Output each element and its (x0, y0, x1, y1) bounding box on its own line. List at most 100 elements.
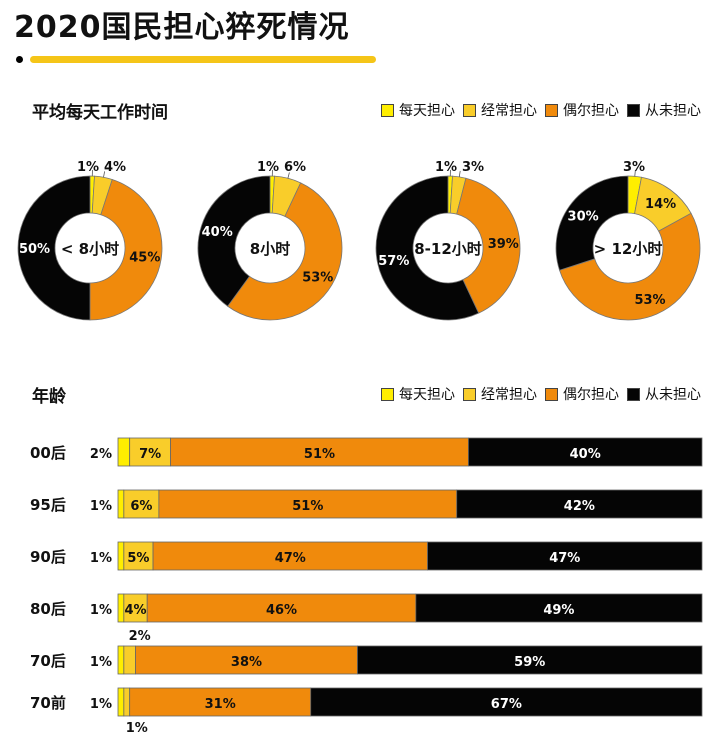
category-label: 90后 (30, 548, 66, 566)
donut-value-label: 53% (302, 270, 333, 285)
donut-value-label: 4% (104, 160, 126, 175)
title-underline (16, 56, 376, 63)
bar-segment-often (129, 437, 171, 467)
leader-line (287, 172, 290, 179)
bar-segment-occasional (135, 645, 358, 675)
donut-charts: 1% 4% 45% 50% < 8小时 1% 6% 53% 40% 8小时 1% 3% 39% 57% 8-… (17, 160, 701, 321)
legend-item-never: 从未担心 (627, 100, 701, 120)
legend-item-never: 从未担心 (627, 384, 701, 404)
bar-value-label: 47% (549, 551, 580, 566)
donut-slice-occasional (559, 212, 701, 321)
bar-segment-daily (117, 687, 125, 717)
bar-value-label: 46% (266, 603, 297, 618)
bar-value-label: 1% (90, 655, 112, 670)
bar-value-label: 40% (570, 447, 601, 462)
legend-item-occasional: 偶尔担心 (545, 100, 619, 120)
age-legend: 每天担心 经常担心 偶尔担心 从未担心 (381, 384, 701, 404)
work-section-heading: 平均每天工作时间 (32, 103, 168, 123)
bar-segment-never (415, 593, 703, 623)
donut-center-label: < 8小时 (61, 240, 119, 258)
category-label: 70前 (30, 694, 66, 712)
bar-value-label: 4% (124, 603, 146, 618)
bar-value-label: 5% (127, 551, 149, 566)
category-label: 80后 (30, 600, 66, 618)
donut-value-label: 1% (435, 160, 457, 175)
bar-value-label: 51% (304, 447, 335, 462)
donut-value-label: 57% (378, 254, 409, 269)
donut-chart: 1% 3% 39% 57% 8-12小时 (375, 160, 521, 321)
bar-value-label: 49% (543, 603, 574, 618)
bar-value-label: 42% (564, 499, 595, 514)
bar-value-label: 7% (139, 447, 161, 462)
legend-item-often: 经常担心 (463, 100, 537, 120)
bar-segment-daily (117, 645, 125, 675)
legend-swatch-often (463, 387, 476, 401)
donut-value-label: 39% (488, 237, 519, 252)
bar-segment-often (123, 489, 160, 519)
bar-segment-never (427, 541, 703, 571)
bar-value-label: 31% (205, 697, 236, 712)
donut-value-label: 14% (645, 197, 676, 212)
bar-segment-daily (117, 593, 125, 623)
bar-row: 70后 1% 2% 38% 59% (30, 629, 703, 675)
bar-segment-daily (117, 489, 125, 519)
donut-chart: 1% 6% 53% 40% 8小时 (197, 160, 343, 321)
leader-line (103, 171, 106, 178)
donut-value-label: 30% (568, 209, 599, 224)
legend-item-occasional: 偶尔担心 (545, 384, 619, 404)
bar-value-label: 1% (126, 721, 148, 736)
bar-segment-daily (117, 437, 131, 467)
bar-value-label: 38% (231, 655, 262, 670)
bar-segment-daily (117, 541, 125, 571)
legend-item-often: 经常担心 (463, 384, 537, 404)
donut-center-label: 8小时 (250, 240, 290, 258)
bar-segment-never (456, 489, 703, 519)
bar-value-label: 59% (514, 655, 545, 670)
bar-segment-often (123, 645, 136, 675)
donut-value-label: 6% (284, 160, 306, 175)
legend-swatch-often (463, 103, 476, 117)
bar-value-label: 2% (129, 629, 151, 644)
bar-segment-occasional (146, 593, 417, 623)
work-legend: 每天担心 经常担心 偶尔担心 从未担心 (381, 100, 701, 120)
donut-value-label: 1% (257, 160, 279, 175)
legend-label-often: 经常担心 (481, 103, 537, 119)
donut-slice-occasional (227, 182, 343, 321)
bar-segment-occasional (170, 437, 469, 467)
bar-row: 95后 1% 6% 51% 42% (30, 489, 703, 519)
legend-swatch-never (627, 387, 640, 401)
bar-segment-occasional (129, 687, 312, 717)
bar-value-label: 1% (90, 499, 112, 514)
donut-chart: 1% 4% 45% 50% < 8小时 (17, 160, 163, 321)
legend-label-often: 经常担心 (481, 387, 537, 403)
category-label: 70后 (30, 652, 66, 670)
bar-value-label: 6% (130, 499, 152, 514)
bar-row: 80后 1% 4% 46% 49% (30, 593, 703, 623)
page-title: 2020国民担心猝死情况 (14, 10, 350, 45)
donut-value-label: 1% (77, 160, 99, 175)
legend-item-daily: 每天担心 (381, 384, 455, 404)
category-label: 95后 (30, 496, 66, 514)
bar-value-label: 47% (275, 551, 306, 566)
bar-segment-never (310, 687, 703, 717)
bar-value-label: 1% (90, 603, 112, 618)
bar-value-label: 51% (292, 499, 323, 514)
legend-swatch-occasional (545, 103, 558, 117)
legend-label-daily: 每天担心 (399, 103, 455, 119)
legend-swatch-occasional (545, 387, 558, 401)
bar-segment-occasional (158, 489, 458, 519)
donut-slice-occasional (456, 177, 521, 314)
bar-row: 70前 1% 1% 31% 67% (30, 687, 703, 736)
donut-center-label: > 12小时 (594, 240, 663, 258)
donut-slice-occasional (89, 179, 163, 321)
legend-label-daily: 每天担心 (399, 387, 455, 403)
bar-segment-never (357, 645, 703, 675)
legend-item-daily: 每天担心 (381, 100, 455, 120)
donut-slice-never (17, 175, 91, 321)
donut-value-label: 40% (202, 225, 233, 240)
legend-label-never: 从未担心 (645, 387, 701, 403)
donut-slice-never (197, 175, 271, 307)
legend-label-never: 从未担心 (645, 103, 701, 119)
donut-value-label: 3% (623, 160, 645, 175)
legend-swatch-never (627, 103, 640, 117)
